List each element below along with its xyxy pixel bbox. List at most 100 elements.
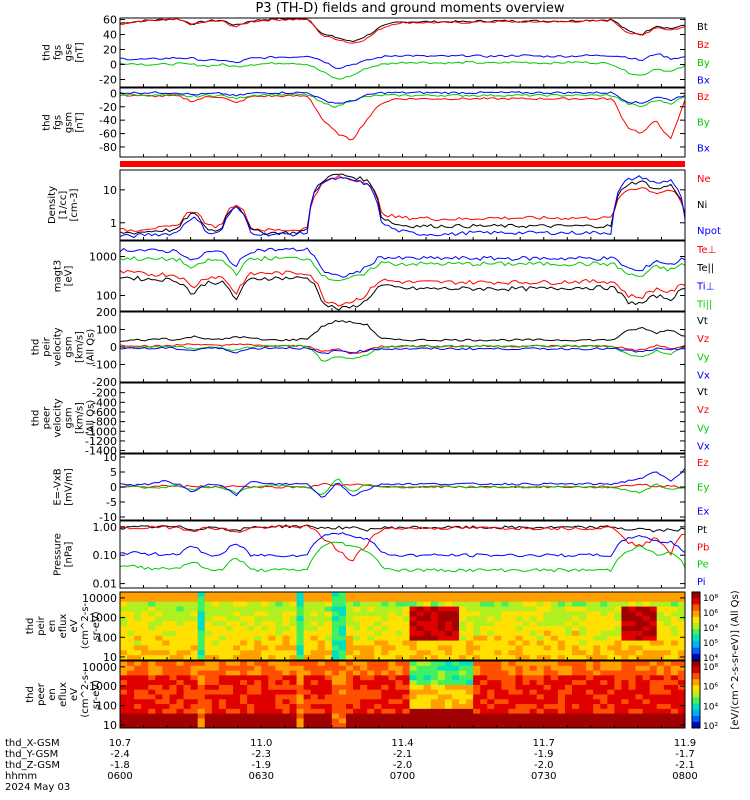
heatmap-cell [296,640,305,646]
heatmap-cell [451,655,460,660]
heatmap-cell [233,665,241,672]
heatmap-cell [395,699,403,705]
y-axis-label-line: (cm^2-s- [80,602,91,649]
heatmap-cell [480,596,488,603]
heatmap-cell [303,704,312,710]
heatmap-cell [331,680,340,686]
heatmap-cell [233,650,241,656]
heatmap-cell [296,713,305,719]
heatmap-cell [346,723,354,728]
heatmap-cell [381,713,389,719]
heatmap-cell [508,630,516,637]
heatmap-cell [459,596,467,603]
heatmap-cell [240,670,248,676]
series-line-temperature-2 [120,247,685,278]
heatmap-cell [536,630,545,637]
heatmap-cell [522,645,531,651]
heatmap-cell [176,675,185,681]
heatmap-cell [451,665,460,672]
heatmap-cell [663,616,672,622]
heatmap-cell [395,645,403,651]
heatmap-cell [190,606,199,612]
heatmap-cell [346,592,354,598]
heatmap-cell [649,601,658,608]
legend-entry: Pt [697,525,707,536]
heatmap-cell [233,661,241,667]
heatmap-cell [233,684,241,691]
heatmap-cell [409,699,418,705]
heatmap-cell [473,670,481,676]
heatmap-cell [218,661,227,667]
heatmap-cell [148,640,156,646]
heatmap-cell [388,713,396,719]
heatmap-cell [360,606,368,612]
heatmap-cell [579,704,587,710]
heatmap-cell [656,718,665,724]
heatmap-cell [564,592,573,598]
heatmap-cell [367,699,375,705]
heatmap-cell [656,606,665,612]
heatmap-cell [148,611,156,617]
heatmap-cell [501,655,509,660]
heatmap-cell [268,601,276,608]
heatmap-cell [579,665,587,672]
heatmap-cell [197,601,206,608]
heatmap-cell [508,689,516,695]
heatmap-cell [247,665,255,672]
heatmap-cell [374,680,382,686]
heatmap-cell [437,650,446,656]
heatmap-cell [635,675,644,681]
heatmap-cell [586,601,594,608]
heatmap-cell [197,655,206,660]
heatmap-cell [670,606,679,612]
heatmap-cell [423,684,432,691]
heatmap-cell [211,650,220,656]
heatmap-cell [317,606,326,612]
heatmap-cell [430,723,439,728]
heatmap-cell [346,650,354,656]
heatmap-cell [649,675,658,681]
heatmap-cell [501,661,509,667]
heatmap-cell [233,635,241,642]
heatmap-cell [120,626,128,632]
heatmap-cell [353,606,361,612]
heatmap-cell [586,723,594,728]
heatmap-cell [423,601,432,608]
heatmap-cell [261,621,269,627]
heatmap-cell [289,718,298,724]
heatmap-cell [579,616,587,622]
legend-entry: By [697,118,710,129]
heatmap-cell [169,621,177,627]
heatmap-cell [402,718,411,724]
heatmap-cell [388,694,396,700]
heatmap-cell [388,680,396,686]
heatmap-cell [218,635,227,642]
heatmap-cell [275,645,283,651]
heatmap-cell [430,611,439,617]
heatmap-cell [353,675,361,681]
heatmap-cell [324,675,333,681]
heatmap-cell [663,635,672,642]
heatmap-cell [148,723,156,728]
heatmap-cell [402,645,411,651]
heatmap-cell [494,626,502,632]
colorbar-tick-label: 10⁶ [703,609,718,619]
legend-entry: Ti|| [696,300,712,311]
heatmap-cell [459,592,467,598]
heatmap-cell [423,592,432,598]
heatmap-cell [444,621,453,627]
heatmap-cell [169,630,177,637]
heatmap-cell [480,611,488,617]
heatmap-cell [579,708,587,715]
heatmap-cell [628,596,637,603]
heatmap-cell [282,675,290,681]
heatmap-cell [289,592,298,598]
heatmap-cell [501,621,509,627]
heatmap-cell [677,621,685,627]
heatmap-cell [656,689,665,695]
series-line-pressure-3 [120,532,685,558]
heatmap-cell [473,704,481,710]
heatmap-cell [586,645,594,651]
heatmap-cell [388,630,396,637]
heatmap-cell [134,699,142,705]
